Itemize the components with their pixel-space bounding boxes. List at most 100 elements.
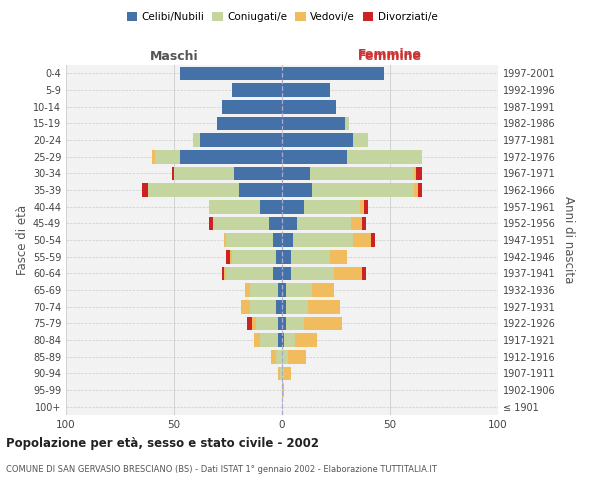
Bar [275, 350, 282, 364]
Bar [282, 66, 383, 80]
Bar [235, 166, 282, 180]
Bar [290, 250, 329, 264]
Bar [290, 266, 334, 280]
Bar [282, 216, 297, 230]
Bar [282, 333, 284, 347]
Bar [414, 166, 416, 180]
Bar [226, 266, 274, 280]
Bar [416, 166, 422, 180]
Bar [282, 116, 344, 130]
Bar [193, 133, 200, 147]
Y-axis label: Anni di nascita: Anni di nascita [562, 196, 575, 284]
Bar [221, 100, 282, 114]
Bar [278, 333, 282, 347]
Bar [213, 216, 269, 230]
Bar [278, 316, 282, 330]
Bar [269, 216, 282, 230]
Bar [282, 133, 353, 147]
Bar [142, 183, 148, 197]
Bar [329, 250, 347, 264]
Bar [353, 233, 371, 247]
Bar [230, 250, 232, 264]
Bar [284, 333, 295, 347]
Bar [209, 216, 213, 230]
Bar [364, 200, 368, 213]
Bar [295, 333, 317, 347]
Bar [286, 316, 304, 330]
Bar [297, 216, 351, 230]
Bar [371, 233, 375, 247]
Y-axis label: Fasce di età: Fasce di età [16, 205, 29, 275]
Bar [181, 66, 282, 80]
Bar [282, 250, 290, 264]
Bar [308, 300, 340, 314]
Bar [360, 200, 364, 213]
Bar [304, 316, 343, 330]
Bar [362, 216, 366, 230]
Bar [282, 300, 286, 314]
Bar [152, 150, 155, 164]
Text: Femmine: Femmine [358, 48, 422, 62]
Bar [174, 166, 235, 180]
Bar [275, 250, 282, 264]
Bar [280, 366, 282, 380]
Bar [247, 316, 252, 330]
Bar [254, 333, 260, 347]
Bar [284, 366, 290, 380]
Bar [353, 133, 368, 147]
Bar [282, 233, 293, 247]
Text: Popolazione per età, sesso e stato civile - 2002: Popolazione per età, sesso e stato civil… [6, 438, 319, 450]
Bar [310, 166, 414, 180]
Bar [209, 200, 260, 213]
Bar [304, 200, 360, 213]
Bar [252, 316, 256, 330]
Bar [256, 316, 278, 330]
Bar [245, 283, 250, 297]
Bar [282, 183, 312, 197]
Bar [282, 350, 289, 364]
Text: COMUNE DI SAN GERVASIO BRESCIANO (BS) - Dati ISTAT 1° gennaio 2002 - Elaborazion: COMUNE DI SAN GERVASIO BRESCIANO (BS) - … [6, 466, 437, 474]
Bar [282, 83, 329, 97]
Bar [418, 183, 422, 197]
Bar [239, 183, 282, 197]
Bar [282, 266, 290, 280]
Bar [282, 366, 284, 380]
Bar [224, 233, 226, 247]
Bar [274, 233, 282, 247]
Bar [334, 266, 362, 280]
Bar [347, 150, 422, 164]
Bar [289, 350, 306, 364]
Text: Femmine: Femmine [358, 50, 422, 62]
Bar [221, 266, 224, 280]
Text: Maschi: Maschi [149, 50, 199, 62]
Bar [282, 150, 347, 164]
Bar [232, 250, 275, 264]
Bar [250, 283, 278, 297]
Bar [312, 283, 334, 297]
Bar [226, 233, 274, 247]
Bar [278, 283, 282, 297]
Bar [250, 300, 275, 314]
Bar [286, 283, 312, 297]
Bar [260, 333, 278, 347]
Bar [155, 150, 181, 164]
Bar [293, 233, 353, 247]
Bar [224, 266, 226, 280]
Bar [181, 150, 282, 164]
Bar [200, 133, 282, 147]
Bar [362, 266, 366, 280]
Bar [217, 116, 282, 130]
Bar [282, 283, 286, 297]
Bar [274, 266, 282, 280]
Legend: Celibi/Nubili, Coniugati/e, Vedovi/e, Divorziati/e: Celibi/Nubili, Coniugati/e, Vedovi/e, Di… [122, 8, 442, 26]
Bar [275, 300, 282, 314]
Bar [414, 183, 418, 197]
Bar [271, 350, 275, 364]
Bar [282, 383, 284, 397]
Bar [351, 216, 362, 230]
Bar [148, 183, 239, 197]
Bar [232, 83, 282, 97]
Bar [226, 250, 230, 264]
Bar [172, 166, 174, 180]
Bar [344, 116, 349, 130]
